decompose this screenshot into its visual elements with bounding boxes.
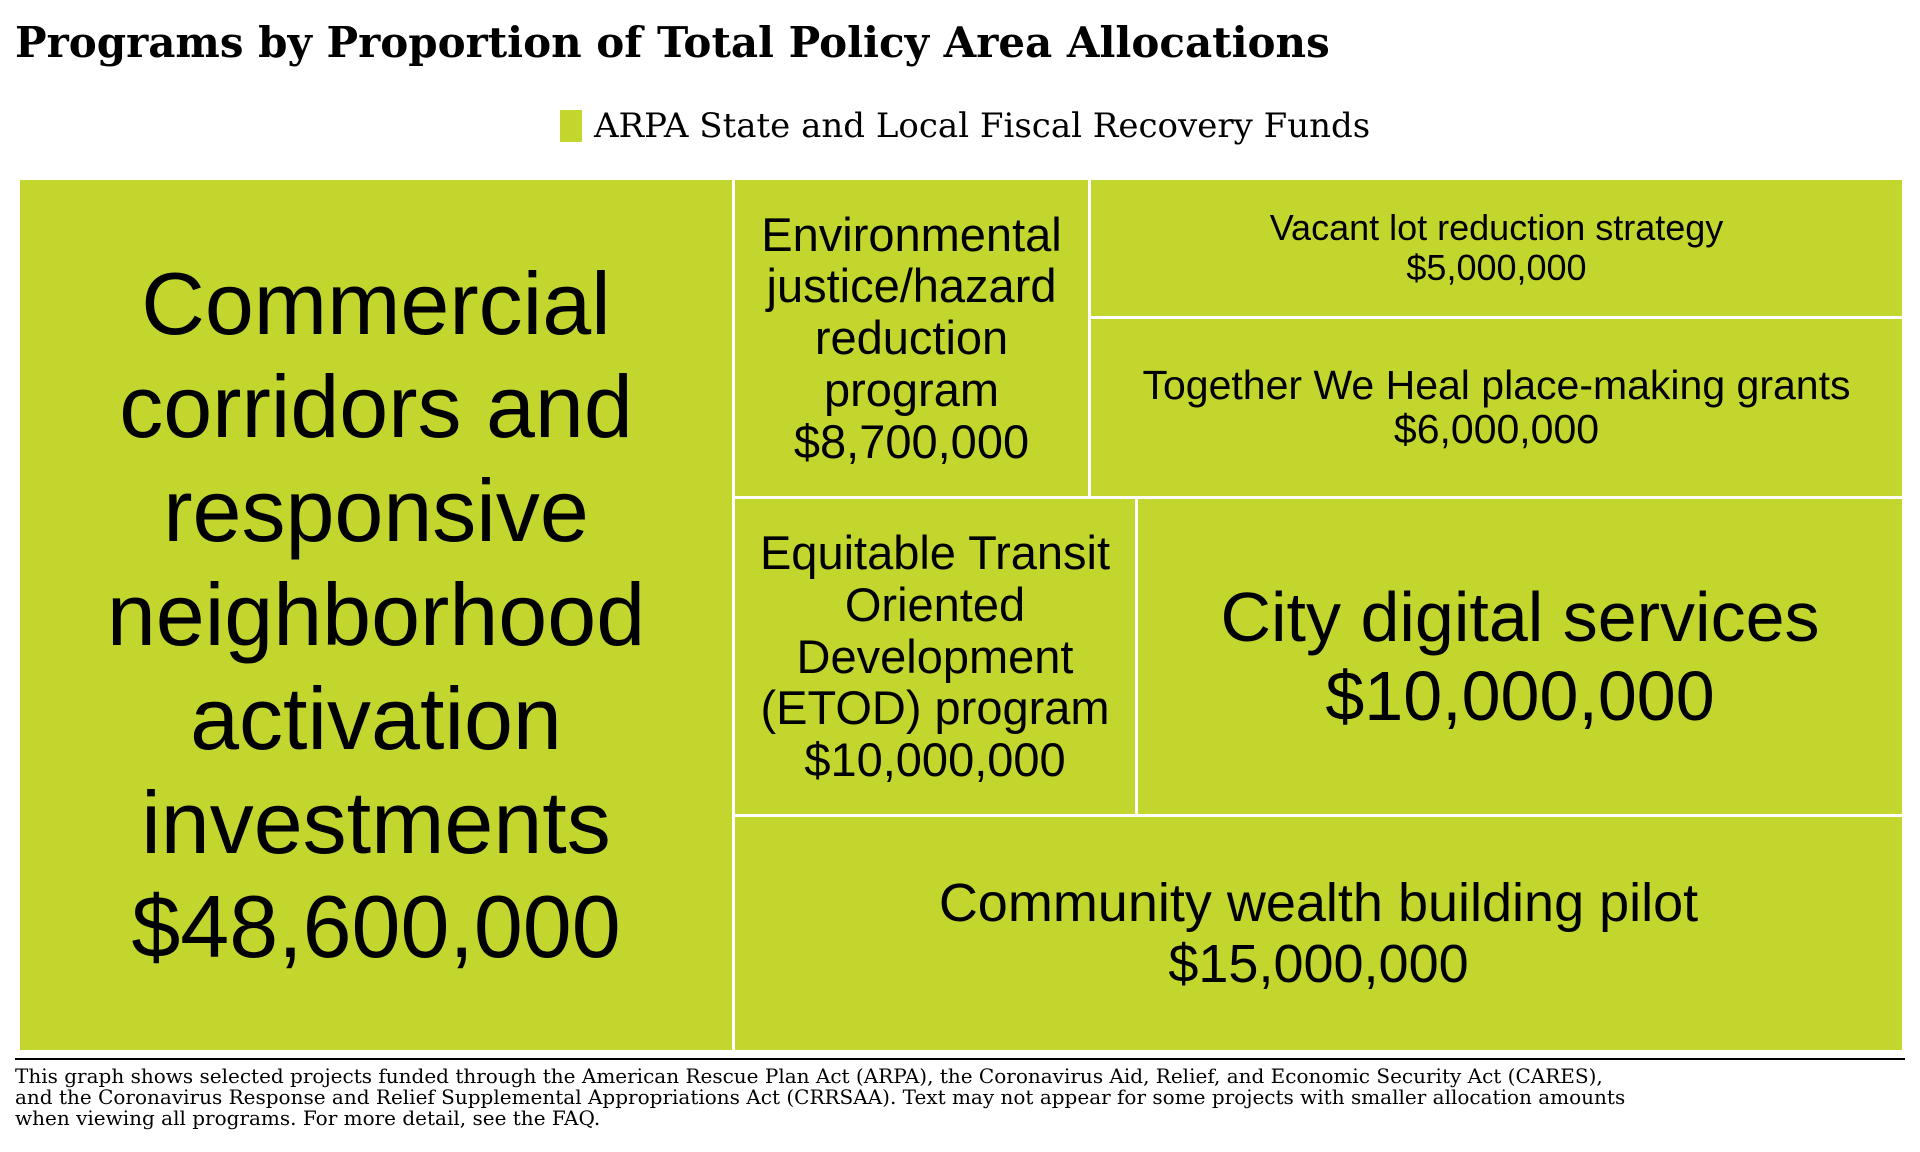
tile-value: $8,700,000 [793, 414, 1030, 468]
treemap-tile[interactable]: Vacant lot reduction strategy $5,000,000 [1088, 177, 1905, 319]
treemap: Commercial corridors and responsive neig… [17, 177, 1905, 1053]
legend-swatch [560, 110, 582, 142]
tile-label: City digital services [1220, 578, 1820, 657]
footnote-line: when viewing all programs. For more deta… [15, 1106, 601, 1130]
footnote-line: and the Coronavirus Response and Relief … [15, 1085, 1626, 1109]
tile-label: Commercial corridors and responsive neig… [106, 253, 646, 872]
treemap-tile[interactable]: Environmental justice/hazard reduction p… [732, 177, 1091, 499]
chart-title: Programs by Proportion of Total Policy A… [15, 18, 1330, 67]
legend: ARPA State and Local Fiscal Recovery Fun… [560, 104, 1370, 148]
tile-label: Together We Heal place-making grants [1142, 362, 1851, 409]
tile-value: $15,000,000 [1168, 933, 1469, 994]
tile-label: Vacant lot reduction strategy [1269, 207, 1724, 249]
tile-label: Environmental justice/hazard reduction p… [761, 207, 1062, 416]
tile-value: $5,000,000 [1406, 247, 1587, 288]
treemap-tile[interactable]: Equitable Transit Oriented Development (… [732, 496, 1138, 817]
legend-label: ARPA State and Local Fiscal Recovery Fun… [594, 106, 1371, 146]
tile-label: Community wealth building pilot [938, 873, 1699, 934]
footnote-divider [15, 1058, 1905, 1060]
treemap-tile[interactable]: Community wealth building pilot $15,000,0… [732, 814, 1905, 1053]
tile-label: Equitable Transit Oriented Development (… [759, 526, 1111, 735]
treemap-tile[interactable]: City digital services $10,000,000 [1135, 496, 1905, 817]
footnote-line: This graph shows selected projects funde… [15, 1064, 1603, 1088]
footnote: This graph shows selected projects funde… [15, 1066, 1895, 1129]
tile-value: $6,000,000 [1393, 405, 1600, 452]
tile-value: $10,000,000 [804, 733, 1066, 787]
tile-value: $48,600,000 [131, 876, 621, 976]
tile-value: $10,000,000 [1325, 656, 1715, 735]
treemap-tile[interactable]: Together We Heal place-making grants $6,0… [1088, 316, 1905, 499]
treemap-tile[interactable]: Commercial corridors and responsive neig… [17, 177, 735, 1053]
